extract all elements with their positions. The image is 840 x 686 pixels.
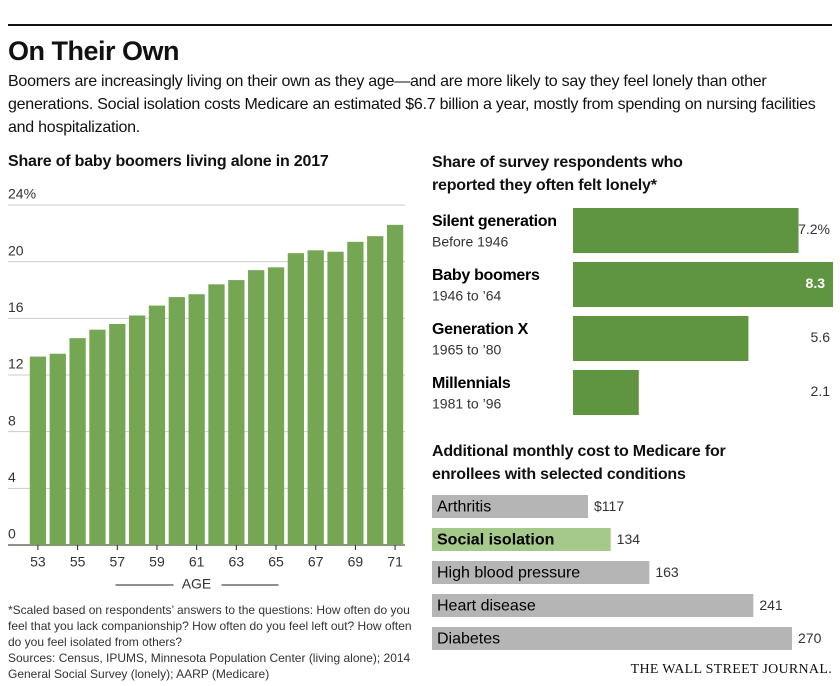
bar (367, 236, 384, 545)
bar (109, 324, 126, 545)
bar (573, 208, 799, 253)
y-tick-label: 16 (8, 299, 24, 315)
x-tick-label: 71 (387, 554, 403, 570)
category-sublabel: 1946 to ’64 (432, 288, 501, 304)
category-sublabel: 1981 to ’96 (432, 396, 501, 412)
bar (432, 528, 611, 551)
bar (432, 594, 754, 617)
bar (307, 250, 324, 546)
bar (287, 253, 305, 545)
bar (69, 338, 86, 545)
value-label: $117 (594, 498, 624, 514)
bar (386, 224, 404, 546)
x-axis-label: AGE (182, 576, 212, 592)
value-label: 8.3 (806, 275, 826, 291)
bar (168, 297, 185, 545)
chart-title: Additional monthly cost to Medicare for … (432, 443, 726, 483)
bar (573, 262, 833, 307)
bar (248, 270, 265, 545)
x-tick-label: 63 (229, 554, 245, 570)
chart-title: Share of baby boomers living alone in 20… (8, 153, 329, 170)
category-label: Generation X (432, 321, 529, 338)
title: On Their Own (8, 36, 180, 66)
category-label: Silent generation (432, 213, 557, 230)
description: Boomers are increasingly living on their… (8, 73, 816, 136)
category-label: Millennials (432, 375, 511, 392)
bar (347, 241, 364, 546)
bar (128, 315, 146, 545)
x-tick-label: 53 (30, 554, 46, 570)
bar (89, 329, 106, 545)
y-tick-label: 0 (8, 526, 16, 542)
x-tick-label: 65 (268, 554, 284, 570)
category-sublabel: 1965 to ’80 (432, 342, 501, 358)
y-tick-label: 8 (8, 412, 16, 428)
x-tick-label: 69 (348, 554, 364, 570)
footer: *Scaled based on respondents’ answers to… (8, 602, 418, 682)
category-label: Heart disease (437, 598, 536, 615)
category-label: Baby boomers (432, 267, 540, 284)
y-tick-label: 12 (8, 356, 24, 372)
y-tick-label: 20 (8, 242, 24, 258)
bar (432, 627, 792, 650)
category-label: Social isolation (437, 532, 554, 549)
bar (432, 495, 588, 518)
bar (327, 251, 344, 545)
value-label: 134 (617, 531, 641, 547)
bar (188, 294, 205, 545)
bar (208, 284, 225, 545)
x-tick-label: 55 (70, 554, 86, 570)
value-label: 7.2% (798, 221, 830, 237)
bar (573, 370, 639, 415)
value-label: 241 (759, 597, 783, 613)
x-tick-label: 61 (189, 554, 205, 570)
y-tick-label: 24% (8, 186, 36, 202)
bar (49, 353, 66, 545)
category-label: Diabetes (437, 631, 500, 648)
sources: Sources: Census, IPUMS, Minnesota Popula… (8, 651, 411, 681)
bar (573, 316, 749, 361)
logo: THE WALL STREET JOURNAL. (630, 662, 832, 677)
value-label: 163 (655, 564, 679, 580)
y-tick-label: 4 (8, 469, 16, 485)
bar (29, 356, 47, 545)
bar (267, 267, 285, 545)
footnote: *Scaled based on respondents’ answers to… (8, 603, 412, 649)
chart-title: Share of survey respondents who reported… (432, 154, 683, 194)
bar (432, 561, 650, 584)
value-label: 5.6 (811, 329, 831, 345)
category-label: High blood pressure (437, 565, 580, 582)
bar (148, 305, 166, 545)
x-tick-label: 57 (110, 554, 126, 570)
x-tick-label: 59 (149, 554, 165, 570)
bar (228, 280, 245, 545)
x-tick-label: 67 (308, 554, 324, 570)
category-sublabel: Before 1946 (432, 234, 508, 250)
category-label: Arthritis (437, 499, 491, 516)
value-label: 270 (798, 630, 822, 646)
value-label: 2.1 (811, 383, 831, 399)
